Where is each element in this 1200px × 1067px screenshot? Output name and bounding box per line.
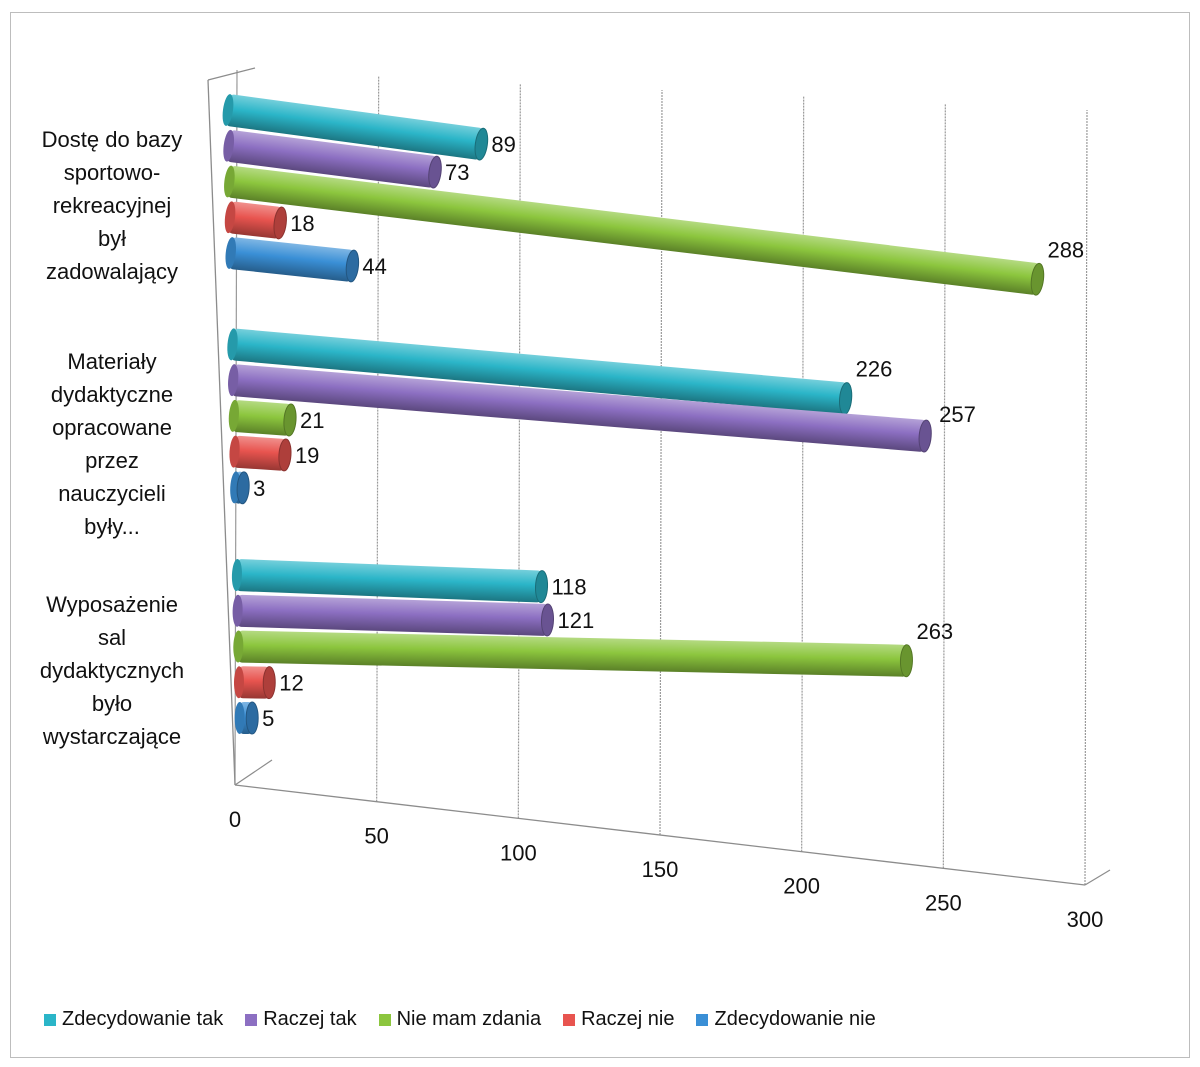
x-tick-labels: 0 50 100 150 200 250 300 bbox=[229, 807, 1103, 932]
category-label-line: było bbox=[91, 691, 133, 716]
legend-item: Raczej nie bbox=[563, 1008, 674, 1031]
data-label: 73 bbox=[445, 160, 469, 185]
x-tick-label: 300 bbox=[1067, 907, 1104, 932]
bar bbox=[223, 129, 442, 189]
category-label-line: nauczycieli bbox=[58, 481, 166, 506]
gridline bbox=[942, 103, 946, 869]
category-label-line: rekreacyjnej bbox=[52, 193, 172, 218]
gridline bbox=[659, 89, 663, 836]
bar bbox=[233, 666, 276, 700]
data-label: 118 bbox=[552, 575, 587, 600]
legend-label: Raczej tak bbox=[263, 1008, 357, 1030]
data-label: 19 bbox=[295, 443, 319, 468]
gridline bbox=[517, 83, 521, 819]
data-label: 89 bbox=[491, 132, 515, 157]
category-label-line: opracowane bbox=[52, 415, 172, 440]
gridline bbox=[1084, 109, 1088, 886]
data-label: 44 bbox=[362, 254, 386, 279]
category-label-line: zadowalający bbox=[45, 259, 179, 284]
x-tick-label: 200 bbox=[783, 874, 820, 899]
legend-swatch bbox=[378, 1013, 391, 1026]
legend-label: Zdecydowanie nie bbox=[714, 1008, 876, 1030]
bar bbox=[230, 471, 250, 505]
category-label-line: wystarczające bbox=[42, 724, 182, 749]
y-axis-line bbox=[207, 79, 236, 786]
category-label-line: był bbox=[97, 226, 127, 251]
axes bbox=[207, 67, 1111, 886]
legend-item: Raczej tak bbox=[245, 1008, 357, 1031]
chart-frame bbox=[10, 12, 1190, 1058]
top-edge-line bbox=[207, 67, 256, 81]
bar bbox=[228, 399, 297, 437]
x-tick-label: 100 bbox=[500, 840, 537, 865]
legend-swatch bbox=[696, 1013, 709, 1026]
bar bbox=[231, 559, 549, 604]
bar bbox=[227, 328, 853, 415]
bar bbox=[233, 630, 913, 678]
x-tick-label: 250 bbox=[925, 890, 962, 915]
data-label: 12 bbox=[279, 671, 303, 696]
data-label: 18 bbox=[290, 211, 314, 236]
category-label-line: dydaktycznych bbox=[39, 658, 185, 683]
category-label-line: Materiały bbox=[67, 349, 157, 374]
x-axis-line bbox=[234, 784, 1086, 886]
category-label-line: były... bbox=[84, 514, 140, 539]
legend-label: Nie mam zdania bbox=[396, 1008, 542, 1030]
category-label: Dostę do bazy sportowo-rekreacyjnej był zad… bbox=[12, 123, 212, 288]
bar bbox=[224, 165, 1045, 296]
legend-item: Zdecydowanie nie bbox=[696, 1008, 876, 1031]
data-label: 288 bbox=[1047, 237, 1084, 262]
category-label: Materiały dydaktyczne opracowane przez naucz… bbox=[12, 345, 212, 543]
bar bbox=[225, 237, 360, 283]
data-label: 5 bbox=[262, 706, 274, 731]
bar bbox=[232, 594, 555, 637]
data-label: 121 bbox=[557, 608, 594, 633]
data-label: 3 bbox=[253, 476, 265, 501]
data-label: 263 bbox=[916, 619, 953, 644]
depth-axis-line bbox=[234, 759, 273, 786]
category-label-line: sal bbox=[97, 625, 127, 650]
category-label-line: sportowo- bbox=[63, 160, 161, 185]
legend-item: Nie mam zdania bbox=[378, 1008, 542, 1031]
legend-swatch bbox=[44, 1013, 56, 1026]
corner-edge-line bbox=[1084, 869, 1111, 886]
data-label: 21 bbox=[300, 408, 324, 433]
data-label: 257 bbox=[939, 402, 976, 427]
category-label-line: Wyposażenie bbox=[46, 592, 178, 617]
category-label: Wyposażenie sal dydaktycznych było wystarcza… bbox=[12, 588, 212, 753]
bar bbox=[224, 201, 287, 240]
data-label: 226 bbox=[856, 357, 893, 382]
gridline bbox=[801, 96, 805, 852]
legend-swatch bbox=[245, 1013, 258, 1026]
data-labels: 89 73 288 18 44 226 257 21 19 3 118 121 263 125 bbox=[253, 132, 1084, 731]
category-label-line: Dostę do bazy bbox=[41, 127, 183, 152]
bar bbox=[222, 94, 489, 161]
bar bbox=[229, 435, 292, 472]
category-label-line: przez bbox=[85, 448, 139, 473]
bar bbox=[228, 364, 932, 453]
legend-label: Raczej nie bbox=[581, 1008, 675, 1030]
x-tick-label: 0 bbox=[229, 807, 241, 832]
bars bbox=[222, 94, 1045, 735]
bar bbox=[234, 701, 259, 735]
legend-swatch bbox=[563, 1013, 576, 1026]
x-tick-label: 150 bbox=[642, 857, 679, 882]
legend-label: Zdecydowanie tak bbox=[62, 1008, 224, 1030]
legend: Zdecydowanie tak Raczej tak Nie mam zdania… bbox=[44, 1008, 876, 1031]
x-tick-label: 50 bbox=[364, 824, 388, 849]
legend-item: Zdecydowanie tak bbox=[44, 1008, 223, 1031]
category-label-line: dydaktyczne bbox=[50, 382, 174, 407]
